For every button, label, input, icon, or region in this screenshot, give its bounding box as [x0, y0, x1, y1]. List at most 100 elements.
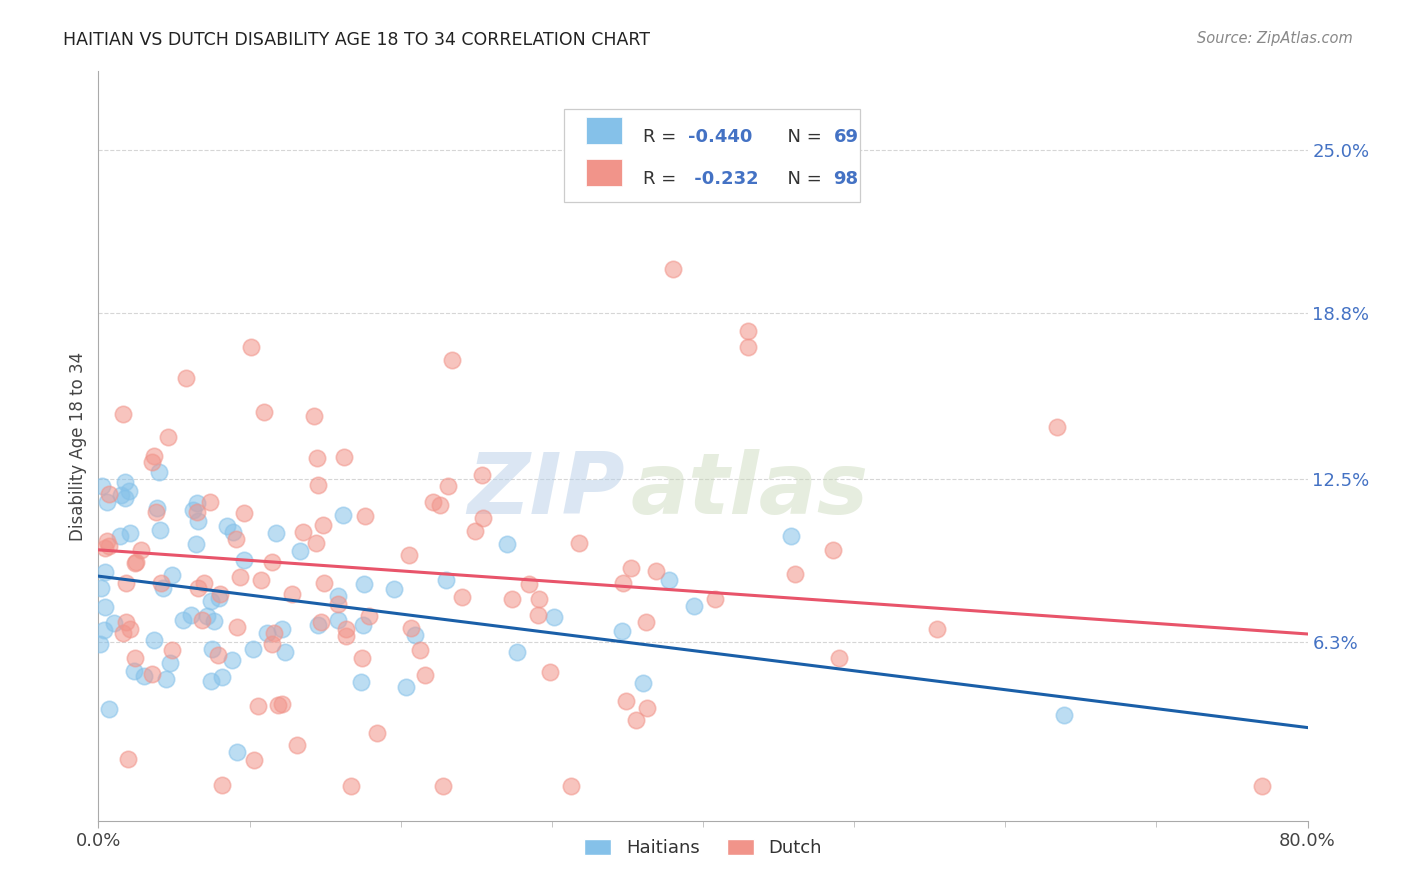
Point — [305, 450, 328, 465]
Point — [704, 592, 727, 607]
Point — [132, 669, 155, 683]
Text: atlas: atlas — [630, 450, 869, 533]
Point — [200, 495, 222, 509]
Point — [195, 609, 218, 624]
Point — [120, 525, 142, 540]
Point — [413, 668, 436, 682]
Point — [495, 537, 517, 551]
Point — [118, 483, 141, 498]
Text: HAITIAN VS DUTCH DISABILITY AGE 18 TO 34 CORRELATION CHART: HAITIAN VS DUTCH DISABILITY AGE 18 TO 34… — [63, 31, 650, 49]
Point — [225, 532, 247, 546]
Point — [335, 629, 357, 643]
Point — [634, 615, 657, 629]
Point — [97, 702, 120, 716]
Point — [141, 667, 163, 681]
Point — [326, 589, 349, 603]
Point — [93, 565, 115, 579]
Point — [90, 582, 112, 596]
Point — [292, 524, 315, 539]
Point — [612, 576, 634, 591]
Point — [434, 573, 457, 587]
Point — [350, 674, 373, 689]
Point — [131, 542, 153, 557]
Point — [471, 467, 494, 482]
Point — [157, 430, 180, 444]
Point — [273, 645, 295, 659]
FancyBboxPatch shape — [586, 159, 621, 186]
Point — [543, 610, 565, 624]
Point — [149, 523, 172, 537]
Point — [233, 553, 256, 567]
Point — [191, 613, 214, 627]
Point — [440, 352, 463, 367]
Point — [409, 643, 432, 657]
Point — [304, 536, 326, 550]
Point — [186, 495, 208, 509]
Point — [464, 524, 486, 538]
Point — [187, 514, 209, 528]
Point — [111, 626, 134, 640]
Point — [221, 653, 243, 667]
Point — [247, 698, 270, 713]
Point — [141, 455, 163, 469]
Point — [252, 404, 274, 418]
Point — [737, 324, 759, 338]
Point — [208, 587, 231, 601]
Point — [233, 506, 256, 520]
Point — [111, 408, 134, 422]
Point — [115, 576, 138, 591]
Point — [262, 638, 284, 652]
Text: Source: ZipAtlas.com: Source: ZipAtlas.com — [1197, 31, 1353, 46]
Point — [506, 645, 529, 659]
Point — [93, 624, 115, 638]
Point — [636, 701, 658, 715]
Point — [823, 542, 845, 557]
Point — [145, 505, 167, 519]
Point — [155, 672, 177, 686]
Point — [429, 498, 451, 512]
Point — [527, 607, 550, 622]
FancyBboxPatch shape — [564, 109, 860, 202]
Point — [124, 650, 146, 665]
Point — [249, 574, 271, 588]
Point — [624, 714, 647, 728]
Point — [110, 488, 132, 502]
Point — [501, 592, 523, 607]
Point — [115, 615, 138, 630]
Point — [125, 556, 148, 570]
Point — [207, 648, 229, 662]
Point — [117, 752, 139, 766]
Point — [422, 495, 444, 509]
Point — [180, 608, 202, 623]
Point — [208, 591, 231, 606]
Legend: Haitians, Dutch: Haitians, Dutch — [576, 831, 830, 864]
Point — [103, 615, 125, 630]
Point — [290, 544, 312, 558]
Point — [174, 371, 197, 385]
Point — [307, 617, 329, 632]
Point — [149, 576, 172, 591]
Point — [404, 628, 426, 642]
Point — [560, 780, 582, 794]
Point — [312, 576, 335, 591]
Point — [357, 609, 380, 624]
Text: ZIP: ZIP — [467, 450, 624, 533]
Point — [614, 694, 637, 708]
Point — [610, 624, 633, 638]
Point — [785, 566, 807, 581]
Point — [142, 632, 165, 647]
Point — [285, 739, 308, 753]
Point — [172, 613, 194, 627]
Point — [472, 510, 495, 524]
Point — [225, 746, 247, 760]
Point — [152, 581, 174, 595]
Point — [631, 676, 654, 690]
Point — [96, 533, 118, 548]
Point — [200, 674, 222, 689]
Point — [229, 570, 252, 584]
Point — [184, 537, 207, 551]
Point — [620, 561, 643, 575]
Text: 69: 69 — [834, 128, 859, 145]
Point — [242, 642, 264, 657]
Point — [645, 565, 668, 579]
